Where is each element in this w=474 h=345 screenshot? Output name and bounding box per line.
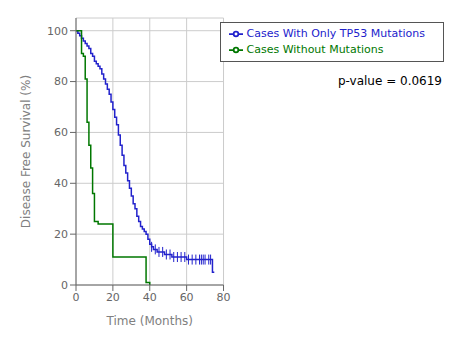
svg-text:100: 100 (47, 25, 68, 38)
svg-text:80: 80 (217, 291, 231, 304)
svg-text:20: 20 (106, 291, 120, 304)
svg-text:Disease Free Survival (%): Disease Free Survival (%) (19, 75, 33, 228)
html-text:Cases Without Mutations: Cases Without Mutations (246, 43, 384, 56)
svg-text:80: 80 (54, 75, 68, 88)
svg-text:60: 60 (54, 126, 68, 139)
svg-text:0: 0 (73, 291, 80, 304)
svg-text:60: 60 (180, 291, 194, 304)
svg-text:40: 40 (143, 291, 157, 304)
html-text:Cases With Only TP53 Mutations: Cases With Only TP53 Mutations (246, 27, 425, 40)
html-text:p-value = 0.0619: p-value = 0.0619 (337, 74, 442, 88)
svg-text:40: 40 (54, 177, 68, 190)
svg-text:20: 20 (54, 228, 68, 241)
svg-text:Time (Months): Time (Months) (106, 314, 193, 328)
svg-text:0: 0 (61, 279, 68, 292)
